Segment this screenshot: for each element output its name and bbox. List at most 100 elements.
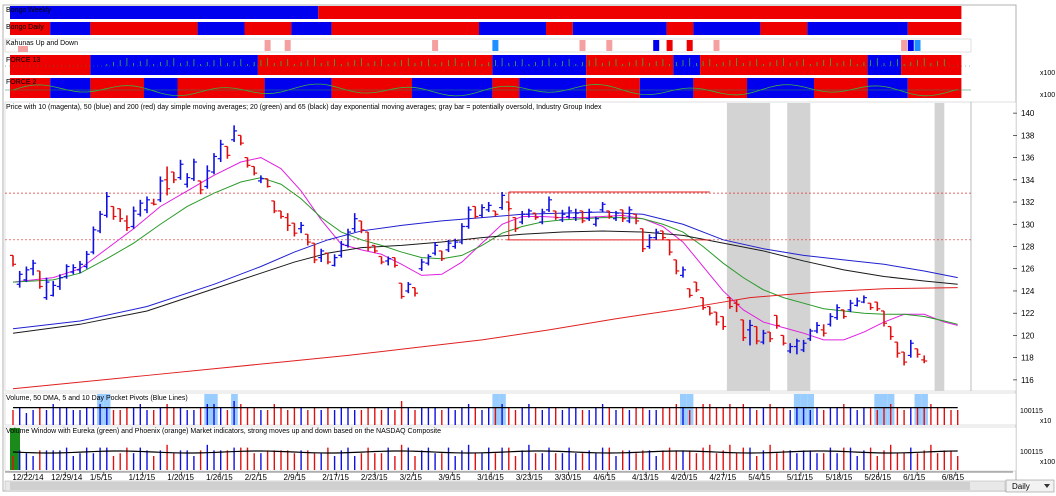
x-tick-label: 2/17/15 [322, 473, 349, 482]
ohlc-bar [874, 301, 881, 311]
y-tick-label: 120 [1021, 331, 1035, 340]
band-segment [907, 22, 962, 35]
band-segment [747, 78, 814, 98]
ohlc-bar [726, 297, 733, 309]
ohlc-bar [190, 158, 197, 181]
ohlc-bar [793, 338, 800, 355]
ohlc-bar [331, 254, 338, 267]
ohlc-bar [43, 277, 50, 300]
y-tick-label: 136 [1021, 154, 1035, 163]
horizontal-scrollbar[interactable] [4, 480, 1006, 492]
force13-band [10, 55, 962, 75]
y-tick-label: 116 [1021, 376, 1034, 385]
band-segment [412, 78, 493, 98]
y-tick-label: 134 [1021, 176, 1035, 185]
ohlc-bar [579, 210, 586, 224]
period-selector[interactable]: Daily [1005, 479, 1055, 493]
ohlc-bar [452, 238, 459, 249]
ohlc-bar [425, 254, 432, 266]
band-segment [479, 22, 546, 35]
ohlc-bar [23, 266, 30, 283]
x-tick-label: 5/26/15 [864, 473, 891, 482]
ohlc-bar [485, 202, 492, 213]
ohlc-bar [103, 192, 110, 218]
band-segment [546, 22, 573, 35]
ohlc-bar [613, 210, 619, 221]
ohlc-bar [164, 166, 171, 196]
ohlc-bar [324, 252, 331, 265]
band-segment [291, 22, 332, 35]
ohlc-bar [291, 222, 298, 237]
ohlc-bar [50, 280, 57, 297]
ohlc-bar [834, 304, 841, 320]
ohlc-bar [814, 322, 820, 334]
band-segment [331, 78, 412, 98]
volume-scale-label: x10 [1040, 418, 1051, 425]
y-tick-label: 140 [1021, 109, 1035, 118]
ohlc-bar [552, 210, 559, 220]
ohlc-bar [867, 302, 874, 310]
ohlc-bar [626, 206, 633, 224]
ohlc-bar [10, 254, 16, 267]
band-segment [10, 78, 51, 98]
ohlc-bar [412, 287, 418, 297]
x-tick-label: 5/18/15 [826, 473, 853, 482]
ohlc-bar [16, 270, 23, 288]
moving-average-line [12, 230, 958, 334]
ohlc-bar [438, 250, 445, 261]
ohlc-bar [110, 205, 117, 220]
ohlc-bar [566, 206, 573, 219]
band-segment [10, 55, 91, 75]
kahunas-mark [686, 40, 693, 51]
ohlc-bar [619, 209, 626, 223]
band-segment [760, 22, 808, 35]
band-segment [572, 22, 667, 35]
kahunas-mark [606, 40, 613, 51]
ohlc-bar [36, 270, 43, 289]
ohlc-bar [97, 210, 104, 234]
ohlc-bar [532, 212, 539, 220]
volume-panel: Volume, 50 DMA, 5 and 10 Day Pocket Pivo… [4, 392, 1051, 426]
y-tick-label: 118 [1021, 354, 1034, 363]
ohlc-bar [840, 309, 847, 319]
ohlc-bar [820, 324, 827, 337]
band-segment [318, 6, 962, 19]
x-tick-label: 12/29/14 [51, 473, 83, 482]
ohlc-bar [559, 209, 566, 223]
ohlc-bar [445, 239, 452, 253]
ohlc-bar [30, 259, 37, 276]
y-tick-label: 124 [1021, 287, 1035, 296]
ohlc-bar [686, 288, 693, 298]
ohlc-bar [177, 159, 184, 180]
moving-average-line [12, 287, 958, 390]
ohlc-bar [720, 315, 727, 330]
ohlc-bar [639, 228, 646, 253]
ohlc-bar [465, 206, 472, 229]
ohlc-bar [385, 256, 392, 266]
band-segment [586, 78, 640, 98]
ohlc-bar [77, 260, 83, 274]
x-tick-label: 4/13/15 [632, 473, 659, 482]
ohlc-bar [519, 210, 526, 225]
band-segment [144, 78, 178, 98]
ohlc-bar [211, 153, 217, 175]
ohlc-bar [693, 281, 700, 293]
y-tick-label: 130 [1021, 220, 1035, 229]
ohlc-bar [800, 339, 807, 353]
ohlc-bar [311, 242, 318, 264]
scrollbar-thumb[interactable] [10, 482, 970, 490]
ohlc-bar [298, 222, 305, 234]
ohlc-bar [231, 125, 238, 143]
ohlc-bar [767, 331, 774, 343]
moving-average-line [12, 177, 958, 325]
ohlc-bar [479, 204, 485, 218]
kahunas-mark [579, 40, 586, 51]
ohlc-bar [901, 351, 908, 366]
x-tick-label: 4/20/15 [671, 473, 698, 482]
y-tick-label: 126 [1021, 265, 1035, 274]
ohlc-bar [787, 343, 794, 354]
band-segment [90, 22, 198, 35]
ohlc-bar [271, 200, 278, 214]
x-tick-label: 1/26/15 [206, 473, 233, 482]
kahunas-mark [264, 40, 271, 51]
